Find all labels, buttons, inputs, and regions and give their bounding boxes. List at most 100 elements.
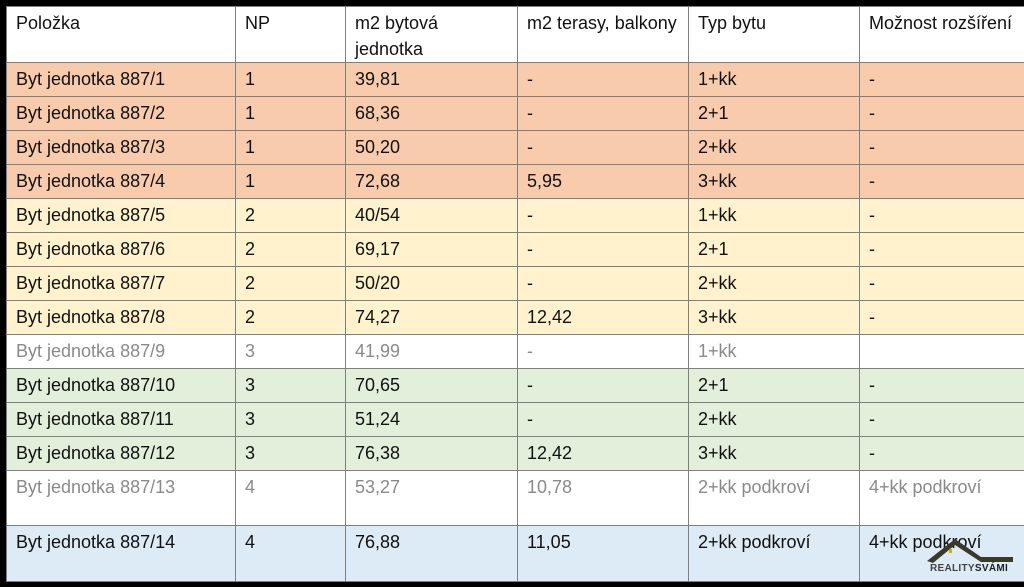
cell-unit-type: 2+kk [688, 266, 860, 301]
logo-text: REALITYSVÁMI [930, 563, 1009, 574]
cell-unit-area: 50/20 [345, 266, 518, 301]
cell-terrace-area: 12,42 [517, 436, 689, 471]
table-row: Byt jednotka 887/6 2 69,17-2+1- [6, 232, 1024, 267]
cell-unit-area: 70,65 [345, 368, 518, 403]
cell-item-name: Byt jednotka 887/10 [6, 368, 236, 403]
cell-floor: 2 [235, 266, 346, 301]
cell-unit-area: 39,81 [345, 62, 518, 97]
cell-floor: 4 [235, 525, 346, 582]
cell-unit-type: 3+kk [688, 164, 860, 199]
header-np: NP [235, 6, 346, 63]
apartment-table: Položka NP m2 bytová jednotka m2 terasy,… [6, 6, 1024, 582]
cell-item-name: Byt jednotka 887/4 [6, 164, 236, 199]
cell-expansion: - [859, 164, 1024, 199]
cell-unit-type: 1+kk [688, 334, 860, 369]
table-row: Byt jednotka 887/13 4 53,27 10,78 2+kk podkr… [6, 470, 1024, 526]
cell-unit-type: 2+1 [688, 232, 860, 267]
header-type: Typ bytu [688, 6, 860, 63]
table-row: Byt jednotka 887/1 1 39,81-1+kk - [6, 62, 1024, 97]
cell-unit-area: 51,24 [345, 402, 518, 437]
cell-floor: 3 [235, 436, 346, 471]
cell-unit-area: 68,36 [345, 96, 518, 131]
cell-item-name: Byt jednotka 887/12 [6, 436, 236, 471]
cell-terrace-area: 12,42 [517, 300, 689, 335]
table-row: Byt jednotka 887/3 1 50,20-2+kk - [6, 130, 1024, 165]
cell-expansion [859, 334, 1024, 369]
cell-expansion: - [859, 198, 1024, 233]
cell-floor: 2 [235, 198, 346, 233]
header-expansion: Možnost rozšíření [859, 6, 1024, 63]
cell-terrace-area: - [517, 130, 689, 165]
cell-floor: 3 [235, 368, 346, 403]
cell-floor: 2 [235, 232, 346, 267]
cell-terrace-area: - [517, 334, 689, 369]
table-row: Byt jednotka 887/2 1 68,36-2+1- [6, 96, 1024, 131]
cell-unit-type: 3+kk [688, 436, 860, 471]
cell-terrace-area: 5,95 [517, 164, 689, 199]
cell-item-name: Byt jednotka 887/9 [6, 334, 236, 369]
table-row: Byt jednotka 887/7 2 50/20-2+kk - [6, 266, 1024, 301]
cell-expansion: - [859, 368, 1024, 403]
cell-unit-area: 53,27 [345, 470, 518, 526]
cell-floor: 1 [235, 96, 346, 131]
cell-unit-area: 76,88 [345, 525, 518, 582]
cell-terrace-area: - [517, 62, 689, 97]
cell-floor: 1 [235, 130, 346, 165]
cell-unit-type: 2+1 [688, 96, 860, 131]
cell-unit-type: 1+kk [688, 62, 860, 97]
cell-expansion: - [859, 300, 1024, 335]
table-row: Byt jednotka 887/10 3 70,65-2+1- [6, 368, 1024, 403]
cell-unit-area: 41,99 [345, 334, 518, 369]
cell-terrace-area: - [517, 266, 689, 301]
cell-unit-type: 1+kk [688, 198, 860, 233]
cell-expansion: - [859, 402, 1024, 437]
cell-terrace-area: - [517, 368, 689, 403]
header-m2-terrace: m2 terasy, balkony [517, 6, 689, 63]
cell-expansion: - [859, 130, 1024, 165]
cell-floor: 1 [235, 62, 346, 97]
cell-item-name: Byt jednotka 887/1 [6, 62, 236, 97]
cell-terrace-area: - [517, 198, 689, 233]
cell-item-name: Byt jednotka 887/8 [6, 300, 236, 335]
cell-item-name: Byt jednotka 887/5 [6, 198, 236, 233]
cell-item-name: Byt jednotka 887/11 [6, 402, 236, 437]
cell-expansion: - [859, 266, 1024, 301]
cell-expansion: - [859, 436, 1024, 471]
cell-floor: 3 [235, 402, 346, 437]
cell-item-name: Byt jednotka 887/14 [6, 525, 236, 582]
cell-expansion: 4+kk podkroví [859, 470, 1024, 526]
table-row: Byt jednotka 887/9 3 41,99-1+kk [6, 334, 1024, 369]
cell-unit-area: 50,20 [345, 130, 518, 165]
cell-unit-area: 72,68 [345, 164, 518, 199]
cell-item-name: Byt jednotka 887/6 [6, 232, 236, 267]
cell-terrace-area: 11,05 [517, 525, 689, 582]
cell-unit-type: 2+kk podkroví [688, 470, 860, 526]
cell-expansion: - [859, 232, 1024, 267]
cell-expansion: - [859, 96, 1024, 131]
cell-terrace-area: - [517, 96, 689, 131]
cell-item-name: Byt jednotka 887/13 [6, 470, 236, 526]
cell-expansion: - [859, 62, 1024, 97]
cell-floor: 3 [235, 334, 346, 369]
cell-unit-type: 2+kk podkroví [688, 525, 860, 582]
table-row: Byt jednotka 887/14 4 76,88 11,05 2+kk podkr… [6, 525, 1024, 582]
table-row: Byt jednotka 887/8 2 74,27 12,42 3+kk - [6, 300, 1024, 335]
cell-terrace-area: - [517, 402, 689, 437]
cell-floor: 4 [235, 470, 346, 526]
cell-unit-type: 2+kk [688, 130, 860, 165]
cell-unit-type: 2+kk [688, 402, 860, 437]
header-m2-unit: m2 bytová jednotka [345, 6, 518, 63]
cell-item-name: Byt jednotka 887/3 [6, 130, 236, 165]
cell-floor: 2 [235, 300, 346, 335]
cell-unit-area: 40/54 [345, 198, 518, 233]
cell-unit-area: 74,27 [345, 300, 518, 335]
house-logo-icon [927, 539, 1013, 563]
cell-floor: 1 [235, 164, 346, 199]
table-row: Byt jednotka 887/5 2 40/54-1+kk - [6, 198, 1024, 233]
cell-item-name: Byt jednotka 887/2 [6, 96, 236, 131]
cell-terrace-area: - [517, 232, 689, 267]
header-row: Položka NP m2 bytová jednotka m2 terasy,… [6, 6, 1024, 63]
table-row: Byt jednotka 887/12 3 76,38 12,42 3+kk - [6, 436, 1024, 471]
cell-item-name: Byt jednotka 887/7 [6, 266, 236, 301]
table-row: Byt jednotka 887/11 3 51,24-2+kk - [6, 402, 1024, 437]
